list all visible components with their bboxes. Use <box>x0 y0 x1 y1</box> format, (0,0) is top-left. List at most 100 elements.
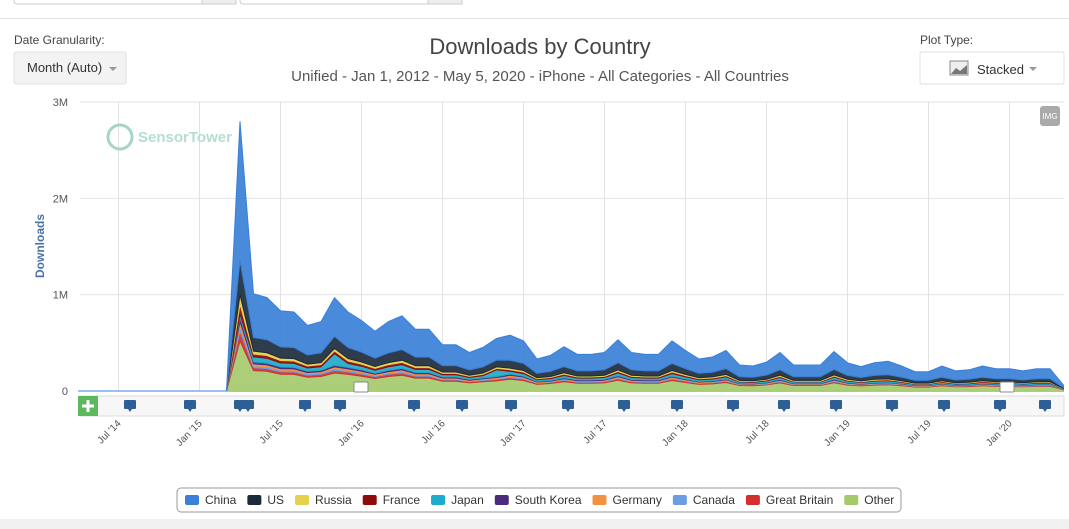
event-marker-tail <box>338 409 342 412</box>
event-marker-tail <box>731 409 735 412</box>
event-marker[interactable] <box>671 400 683 409</box>
x-tick-label: Jul '18 <box>744 418 772 446</box>
event-marker-tail <box>412 409 416 412</box>
legend-box <box>176 487 902 513</box>
event-marker-tail <box>622 409 626 412</box>
event-marker-tail <box>128 409 132 412</box>
plot-type-label: Plot Type: <box>920 33 973 47</box>
event-marker-tail <box>782 409 786 412</box>
event-marker-tail <box>246 409 250 412</box>
legend-swatch[interactable] <box>844 495 859 505</box>
legend-label[interactable]: Japan <box>451 493 484 507</box>
legend-label[interactable]: Germany <box>613 493 662 507</box>
granularity-dropdown[interactable] <box>13 51 127 85</box>
y-tick-label: 0 <box>62 386 68 398</box>
legend-label[interactable]: Canada <box>693 493 735 507</box>
legend-swatch[interactable] <box>295 495 310 505</box>
legend-swatch[interactable] <box>745 495 760 505</box>
legend-label[interactable]: China <box>205 493 237 507</box>
x-tick-label: Jul '17 <box>582 418 610 446</box>
event-marker[interactable] <box>299 400 311 409</box>
x-tick-label: Jan '16 <box>336 418 367 449</box>
event-marker[interactable] <box>184 400 196 409</box>
comment-marker[interactable] <box>353 381 369 393</box>
event-marker[interactable] <box>727 400 739 409</box>
legend-label[interactable]: Other <box>864 493 894 507</box>
legend-swatch[interactable] <box>247 495 262 505</box>
event-marker[interactable] <box>562 400 574 409</box>
x-tick-label: Jul '19 <box>906 418 934 446</box>
x-tick-label: Jul '16 <box>420 418 448 446</box>
x-tick-label: Jul '15 <box>258 418 286 446</box>
event-marker[interactable] <box>938 400 950 409</box>
x-tick-label: Jan '15 <box>174 418 205 449</box>
event-marker[interactable] <box>886 400 898 409</box>
granularity-value: Month (Auto) <box>27 60 102 75</box>
event-marker[interactable] <box>334 400 346 409</box>
event-marker[interactable] <box>456 400 468 409</box>
legend-label[interactable]: France <box>383 493 421 507</box>
input-button[interactable] <box>201 0 237 5</box>
plot-type-dropdown[interactable] <box>919 51 1065 85</box>
input-box[interactable] <box>239 0 463 5</box>
legend: China US Russia France Japan South Korea Germa… <box>185 493 894 507</box>
event-marker-tail <box>188 409 192 412</box>
event-marker-tail <box>834 409 838 412</box>
legend-swatch[interactable] <box>431 495 446 505</box>
event-marker-tail <box>303 409 307 412</box>
dropdown-caret <box>109 67 117 71</box>
event-marker-tail <box>890 409 894 412</box>
plot-type-value: Stacked <box>977 62 1024 77</box>
event-marker-tail <box>998 409 1002 412</box>
event-marker-tail <box>509 409 513 412</box>
y-tick-label: 3M <box>53 97 68 109</box>
event-marker[interactable] <box>994 400 1006 409</box>
event-marker-tail <box>238 409 242 412</box>
legend-label[interactable]: Russia <box>315 493 352 507</box>
legend-label[interactable]: US <box>267 493 284 507</box>
y-tick-label: 1M <box>53 290 68 302</box>
event-marker[interactable] <box>408 400 420 409</box>
event-marker-tail <box>1043 409 1047 412</box>
footer-strip <box>0 519 1069 529</box>
watermark: SensorTower <box>138 129 232 146</box>
y-axis-title: Downloads <box>33 214 47 278</box>
x-tick-label: Jan '18 <box>660 418 691 449</box>
legend-swatch[interactable] <box>494 495 509 505</box>
chart-title: Downloads by Country <box>429 34 650 59</box>
legend-swatch[interactable] <box>592 495 607 505</box>
granularity-label: Date Granularity: <box>14 33 105 47</box>
dropdown-caret <box>1029 67 1037 71</box>
event-marker-tail <box>460 409 464 412</box>
areas <box>78 121 1064 392</box>
event-marker[interactable] <box>505 400 517 409</box>
legend-swatch[interactable] <box>672 495 687 505</box>
input-button[interactable] <box>427 0 463 5</box>
export-button-label: IMG <box>1042 112 1057 121</box>
y-tick-label: 2M <box>53 193 68 205</box>
export-button[interactable] <box>1040 106 1060 126</box>
plot-type-icon-area <box>951 65 967 74</box>
legend-label[interactable]: Great Britain <box>766 493 833 507</box>
comment-marker[interactable] <box>999 381 1015 393</box>
event-marker[interactable] <box>778 400 790 409</box>
x-tick-label: Jan '20 <box>984 418 1015 449</box>
event-marker[interactable] <box>1039 400 1051 409</box>
add-icon <box>82 400 94 412</box>
event-marker[interactable] <box>124 400 136 409</box>
event-marker[interactable] <box>830 400 842 409</box>
event-marker-tail <box>675 409 679 412</box>
legend-swatch[interactable] <box>185 495 199 505</box>
input-box[interactable] <box>13 0 237 5</box>
event-marker[interactable] <box>618 400 630 409</box>
x-tick-label: Jul '14 <box>96 418 124 446</box>
legend-label[interactable]: South Korea <box>515 493 582 507</box>
area-china <box>78 121 1064 392</box>
event-marker[interactable] <box>242 400 254 409</box>
events <box>124 381 1051 412</box>
watermark-logo <box>106 123 134 151</box>
legend-swatch[interactable] <box>362 495 377 505</box>
event-marker-tail <box>566 409 570 412</box>
